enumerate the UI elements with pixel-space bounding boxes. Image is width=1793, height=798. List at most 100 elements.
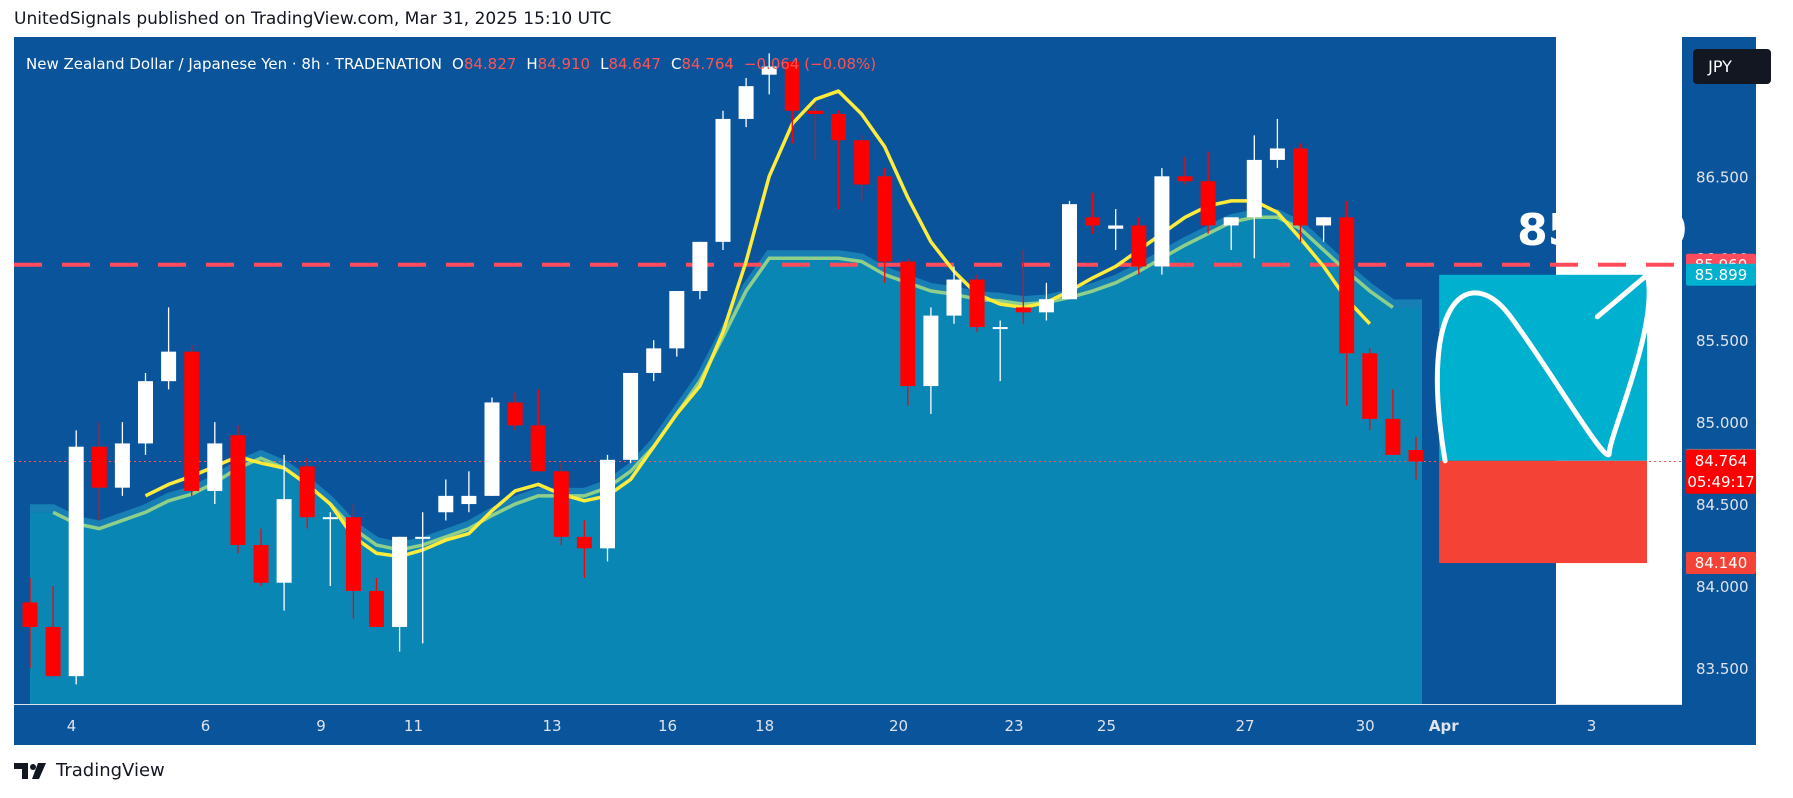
candle-body <box>1177 176 1193 182</box>
candle-body <box>1223 217 1239 226</box>
candle <box>646 340 662 382</box>
candle-body <box>530 425 546 472</box>
price-label-bg <box>1686 263 1756 286</box>
price-label-bg <box>1686 552 1756 575</box>
price-label: 85.899 <box>1686 263 1756 286</box>
candle-body <box>276 499 292 583</box>
position-tool[interactable] <box>1439 274 1647 564</box>
candle <box>1015 250 1031 324</box>
candle <box>1085 192 1101 234</box>
candle-body <box>646 348 662 373</box>
candle <box>276 454 292 611</box>
candle <box>184 345 200 496</box>
candle-body <box>392 536 408 627</box>
axes <box>14 37 1756 745</box>
candle-body <box>1015 307 1031 313</box>
candle <box>138 372 153 455</box>
candle-body <box>230 435 246 546</box>
x-tick-label: 3 <box>1587 717 1597 735</box>
candle-body <box>1316 217 1332 226</box>
candle-body <box>1269 148 1285 160</box>
candle-body <box>669 291 685 349</box>
price-label-text: 84.140 <box>1695 554 1748 572</box>
x-tick-label: Apr <box>1429 717 1459 735</box>
candle <box>322 512 338 587</box>
time-axis: 4 6 9 11 13 16 18 20 23 25 27 30 Apr 3 <box>67 717 1597 735</box>
price-label-text: 84.764 <box>1695 452 1748 470</box>
candle-body <box>1200 181 1216 226</box>
candle <box>207 422 223 505</box>
candle-body <box>1131 225 1147 267</box>
candle <box>1038 282 1054 321</box>
low-value: 84.647 <box>608 55 661 73</box>
candle <box>900 258 916 406</box>
candles[interactable] <box>22 53 1424 685</box>
candle-body <box>207 443 223 491</box>
symbol-legend: New Zealand Dollar / Japanese Yen · 8h ·… <box>26 55 876 73</box>
candle-body <box>784 61 800 111</box>
candle <box>1339 200 1355 406</box>
candle <box>345 504 361 619</box>
y-tick-label: 83.500 <box>1696 660 1749 678</box>
candle <box>230 425 246 554</box>
currency-badge[interactable]: JPY <box>1693 49 1771 84</box>
candle-body <box>807 110 823 115</box>
candle <box>1062 200 1077 300</box>
x-tick-label: 4 <box>67 717 77 735</box>
target-line <box>14 262 1682 462</box>
y-tick-label: 84.000 <box>1696 578 1749 596</box>
candle <box>161 307 177 390</box>
candle <box>576 520 592 578</box>
candle <box>831 110 846 210</box>
candle-body <box>161 351 177 382</box>
candle-body <box>253 545 269 583</box>
candle <box>761 53 777 95</box>
candle <box>969 274 985 332</box>
candle <box>692 241 708 300</box>
currency-label: JPY <box>1707 57 1732 76</box>
time-axis-background[interactable] <box>14 705 1682 745</box>
candle <box>923 307 939 414</box>
candle-body <box>438 495 454 513</box>
x-tick-label: 27 <box>1236 717 1255 735</box>
low-label: L <box>600 55 609 73</box>
high-label: H <box>526 55 537 73</box>
candle <box>1246 135 1262 259</box>
candle <box>1131 217 1147 275</box>
price-axis-background[interactable] <box>1682 37 1756 745</box>
candle-body <box>369 590 384 627</box>
candle <box>1385 389 1401 455</box>
candle-body <box>831 114 846 141</box>
tradingview-brand: TradingView <box>56 760 165 781</box>
open-value: 84.827 <box>464 55 517 73</box>
ma-area-fill <box>30 217 1422 704</box>
candle-body <box>484 402 500 496</box>
candle <box>507 392 523 431</box>
candle <box>1269 118 1285 169</box>
candle-body <box>600 459 615 549</box>
y-tick-label: 84.500 <box>1696 496 1749 514</box>
candle <box>946 266 962 324</box>
x-tick-label: 9 <box>316 717 326 735</box>
candle <box>68 430 84 685</box>
tradingview-logo[interactable]: TradingView <box>14 760 165 781</box>
close-value: 84.764 <box>681 55 734 73</box>
high-value: 84.910 <box>538 55 591 73</box>
candle <box>715 110 731 251</box>
candle <box>91 422 107 521</box>
price-label: 84.140 <box>1686 552 1756 575</box>
candle <box>854 135 870 201</box>
candle-body <box>738 86 754 119</box>
candle-body <box>1246 159 1262 218</box>
candle <box>45 586 61 677</box>
curved-arrow-annotation <box>1434 272 1698 464</box>
candle-body <box>1085 217 1101 226</box>
countdown-text: 05:49:17 <box>1687 473 1754 491</box>
arrow-curve <box>1434 272 1652 464</box>
price-chart[interactable]: 83.50084.00084.50085.00085.50086.00086.5… <box>0 0 1793 750</box>
candle-body <box>91 446 107 488</box>
candle <box>784 61 800 144</box>
candle <box>253 528 269 587</box>
candle-body <box>138 381 153 444</box>
